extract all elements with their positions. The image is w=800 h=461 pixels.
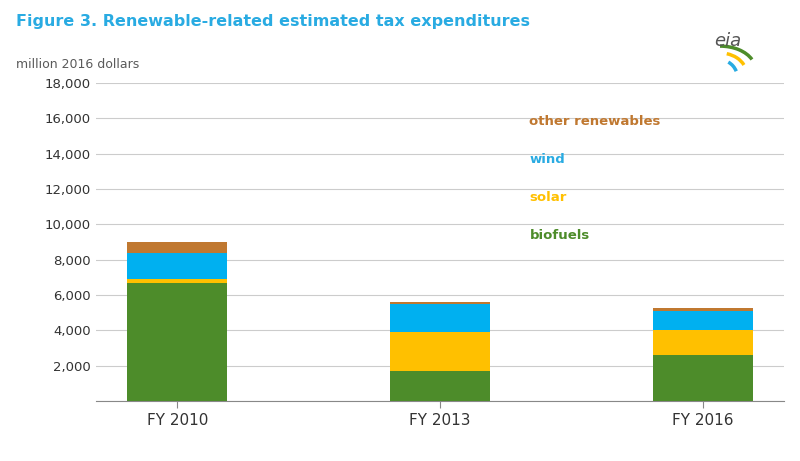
Bar (390, 304, 490, 332)
Bar (127, 253, 227, 279)
Text: biofuels: biofuels (530, 229, 590, 242)
Bar (390, 332, 490, 371)
Bar (653, 308, 753, 311)
Bar (653, 355, 753, 401)
Bar (653, 311, 753, 331)
Text: wind: wind (530, 153, 565, 166)
Bar (127, 279, 227, 283)
Bar (390, 371, 490, 401)
Bar (127, 283, 227, 401)
Bar (390, 302, 490, 304)
Text: solar: solar (530, 191, 567, 204)
Text: Figure 3. Renewable-related estimated tax expenditures: Figure 3. Renewable-related estimated ta… (16, 14, 530, 29)
Text: eia: eia (714, 32, 742, 51)
Bar (653, 331, 753, 355)
Text: million 2016 dollars: million 2016 dollars (16, 59, 139, 71)
Text: other renewables: other renewables (530, 115, 661, 128)
Bar (127, 242, 227, 253)
